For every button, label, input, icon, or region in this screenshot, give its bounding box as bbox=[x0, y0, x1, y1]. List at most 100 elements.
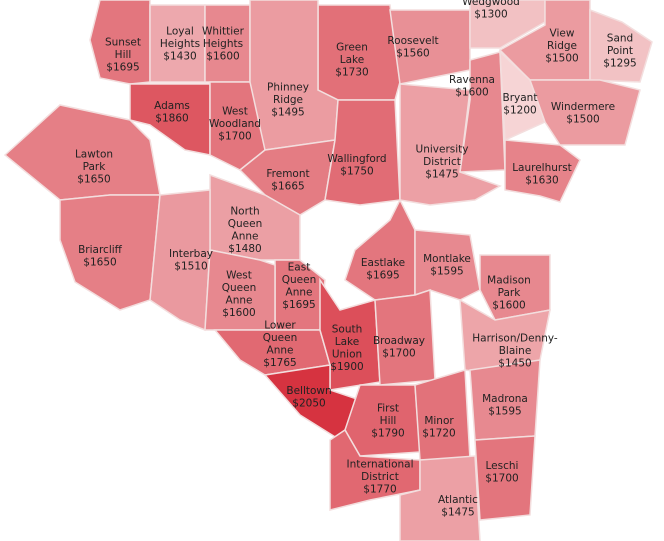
neighborhood-name: Roosevelt bbox=[387, 35, 438, 47]
neighborhood-name: Ravenna bbox=[449, 74, 495, 86]
neighborhood-name: Blaine bbox=[499, 345, 532, 357]
neighborhood-name: East bbox=[288, 261, 311, 273]
rent-label: $1700 bbox=[382, 347, 415, 359]
neighborhood-area bbox=[504, 139, 581, 203]
rent-label: $1595 bbox=[430, 265, 463, 277]
neighborhood-area bbox=[589, 8, 653, 83]
neighborhood-name: Ridge bbox=[547, 40, 577, 52]
neighborhood-name: Queen bbox=[222, 282, 257, 294]
neighborhood-name: Wallingford bbox=[327, 153, 386, 165]
neighborhood-name: Green bbox=[336, 42, 368, 54]
neighborhood-name: Bryant bbox=[503, 92, 538, 104]
neighborhoods bbox=[3, 0, 653, 541]
neighborhood-name: West bbox=[222, 106, 248, 118]
neighborhood-name: North bbox=[230, 205, 259, 217]
rent-label: $1200 bbox=[503, 104, 536, 116]
neighborhood-name: Queen bbox=[263, 332, 298, 344]
rent-label: $2050 bbox=[292, 397, 325, 409]
labels: SunsetHill$1695LoyalHeights$1430Whittier… bbox=[75, 0, 637, 518]
rent-label: $1650 bbox=[77, 174, 110, 186]
rent-label: $1500 bbox=[545, 53, 578, 65]
neighborhood-name: Madrona bbox=[482, 393, 528, 405]
rent-label: $1790 bbox=[371, 428, 404, 440]
rent-label: $1700 bbox=[485, 472, 518, 484]
neighborhood-name: South bbox=[332, 323, 363, 335]
rent-label: $1600 bbox=[492, 300, 525, 312]
rent-label: $1900 bbox=[330, 361, 363, 373]
rent-label: $1560 bbox=[396, 47, 429, 59]
neighborhood-name: District bbox=[423, 156, 461, 168]
neighborhood-name: Minor bbox=[424, 415, 454, 427]
neighborhood-name: West bbox=[226, 269, 252, 281]
neighborhood-area bbox=[344, 384, 421, 457]
neighborhood-name: Interbay bbox=[169, 248, 213, 260]
rent-label: $1730 bbox=[335, 67, 368, 79]
neighborhood-area bbox=[399, 83, 502, 206]
neighborhood-name: Park bbox=[498, 287, 522, 299]
neighborhood-area bbox=[399, 455, 481, 541]
rent-label: $1630 bbox=[525, 174, 558, 186]
neighborhood-area bbox=[474, 435, 536, 521]
rent-label: $1595 bbox=[488, 405, 521, 417]
neighborhood-name: Point bbox=[607, 45, 633, 57]
neighborhood-name: Heights bbox=[160, 38, 200, 50]
rent-label: $1475 bbox=[441, 506, 474, 518]
neighborhood-name: Park bbox=[83, 161, 107, 173]
neighborhood-name: Ridge bbox=[273, 94, 303, 106]
neighborhood-area bbox=[528, 79, 641, 146]
rent-label: $1860 bbox=[155, 112, 188, 124]
rent-label: $1510 bbox=[174, 260, 207, 272]
rent-label: $1700 bbox=[218, 131, 251, 143]
rent-label: $1695 bbox=[366, 269, 399, 281]
rent-label: $1600 bbox=[206, 51, 239, 63]
neighborhood-name: Hill bbox=[115, 49, 132, 61]
neighborhood-name: Lake bbox=[340, 54, 364, 66]
neighborhood-name: Union bbox=[332, 348, 362, 360]
neighborhood-name: Heights bbox=[203, 38, 243, 50]
rent-label: $1480 bbox=[228, 243, 261, 255]
neighborhood-name: Anne bbox=[267, 344, 294, 356]
neighborhood-name: Lawton bbox=[75, 149, 113, 161]
neighborhood-name: Briarcliff bbox=[78, 244, 123, 256]
neighborhood-area bbox=[319, 277, 381, 391]
neighborhood-name: Sunset bbox=[105, 37, 141, 49]
neighborhood-name: Lake bbox=[335, 336, 359, 348]
neighborhood-name: Atlantic bbox=[438, 494, 478, 506]
rent-label: $1450 bbox=[498, 358, 531, 370]
neighborhood-name: Montlake bbox=[423, 253, 471, 265]
rent-label: $1600 bbox=[455, 86, 488, 98]
neighborhood-name: Phinney bbox=[267, 82, 309, 94]
neighborhood-name: International bbox=[346, 459, 413, 471]
neighborhood-name: View bbox=[550, 28, 575, 40]
rent-label: $1500 bbox=[566, 113, 599, 125]
neighborhood-name: Broadway bbox=[373, 335, 425, 347]
neighborhood-name: Leschi bbox=[486, 460, 519, 472]
neighborhood-name: Sand bbox=[607, 33, 633, 45]
rent-label: $1765 bbox=[263, 357, 296, 369]
rent-label: $1665 bbox=[271, 180, 304, 192]
rent-label: $1770 bbox=[363, 484, 396, 496]
rent-label: $1720 bbox=[422, 427, 455, 439]
neighborhood-name: Woodland bbox=[209, 118, 261, 130]
rent-label: $1295 bbox=[603, 58, 636, 70]
rent-label: $1475 bbox=[425, 169, 458, 181]
neighborhood-name: Adams bbox=[154, 100, 190, 112]
neighborhood-area bbox=[324, 99, 401, 206]
neighborhood-area bbox=[374, 288, 436, 386]
neighborhood-name: Hill bbox=[380, 415, 397, 427]
neighborhood-name: District bbox=[361, 471, 399, 483]
rent-label: $1300 bbox=[474, 8, 507, 20]
rent-label: $1695 bbox=[282, 299, 315, 311]
neighborhood-name: Anne bbox=[286, 286, 313, 298]
neighborhood-name: Madison bbox=[487, 275, 531, 287]
rent-label: $1495 bbox=[271, 107, 304, 119]
neighborhood-area bbox=[59, 194, 161, 311]
neighborhood-name: Eastlake bbox=[361, 257, 405, 269]
neighborhood-area bbox=[469, 0, 546, 49]
neighborhood-name: Harrison/Denny- bbox=[472, 333, 558, 345]
rent-label: $1695 bbox=[106, 62, 139, 74]
neighborhood-name: Wedgwood bbox=[462, 0, 520, 8]
neighborhood-name: Loyal bbox=[166, 26, 194, 38]
neighborhood-name: Lower bbox=[264, 319, 296, 331]
